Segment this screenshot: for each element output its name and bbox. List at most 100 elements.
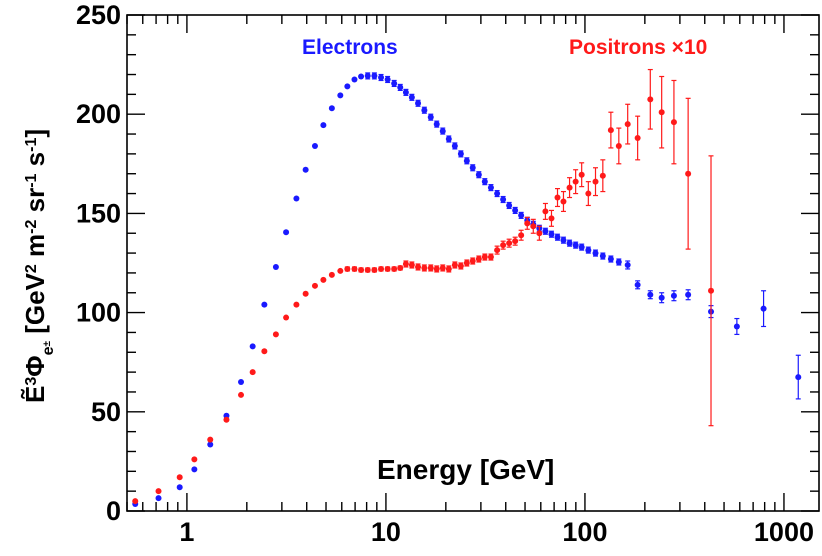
- data-point: [358, 73, 365, 80]
- y-axis-label: Ẽ3Φe± [GeV2 m-2 sr-1 s-1]: [20, 129, 57, 403]
- data-point: [176, 484, 183, 491]
- x-tick-label: 100: [562, 517, 607, 547]
- data-point: [624, 121, 631, 128]
- data-point: [320, 122, 327, 129]
- data-point: [384, 76, 391, 83]
- data-point: [658, 109, 665, 116]
- y-label-prefix: Ẽ: [20, 386, 50, 403]
- data-point: [351, 265, 358, 272]
- data-point: [670, 119, 677, 126]
- data-point: [415, 263, 422, 270]
- data-point: [283, 229, 290, 236]
- data-point: [238, 379, 245, 386]
- data-point: [592, 178, 599, 185]
- data-point: [615, 142, 622, 149]
- data-point: [634, 281, 641, 288]
- data-point: [475, 171, 482, 178]
- data-point: [572, 242, 579, 249]
- data-point: [378, 265, 385, 272]
- data-point: [469, 164, 476, 171]
- data-point: [445, 136, 452, 142]
- legend-positrons: Positrons ×10: [569, 36, 707, 59]
- legend-electrons: Electrons: [302, 36, 398, 59]
- data-point: [176, 474, 183, 481]
- data-point: [344, 265, 351, 272]
- data-point: [402, 260, 409, 267]
- data-point: [238, 391, 245, 398]
- data-point: [512, 207, 519, 214]
- y-label-symbol: Φ: [20, 355, 50, 376]
- data-point: [506, 240, 513, 247]
- data-point: [402, 89, 409, 96]
- data-point: [518, 212, 525, 219]
- data-point: [272, 331, 279, 338]
- data-point: [427, 114, 434, 121]
- y-tick-label: 250: [76, 0, 121, 30]
- data-point: [566, 240, 573, 247]
- data-point: [132, 498, 139, 505]
- data-point: [293, 301, 300, 308]
- data-point: [397, 264, 404, 271]
- data-point: [560, 198, 567, 205]
- data-point: [487, 184, 494, 191]
- data-point: [647, 96, 654, 103]
- data-point: [481, 254, 488, 261]
- data-point: [572, 178, 579, 185]
- data-point: [421, 264, 428, 271]
- data-point: [337, 267, 344, 274]
- data-point: [207, 441, 214, 448]
- data-point: [463, 260, 470, 266]
- data-point: [599, 253, 606, 260]
- data-point: [592, 250, 599, 257]
- y-label-units-close: ]: [20, 129, 50, 138]
- data-point: [249, 369, 256, 376]
- data-point: [439, 264, 446, 271]
- data-point: [536, 230, 543, 237]
- data-point: [500, 242, 507, 249]
- data-point: [624, 261, 631, 268]
- data-point: [427, 264, 434, 271]
- data-point: [311, 282, 318, 289]
- data-point: [463, 157, 470, 164]
- data-point: [283, 314, 290, 321]
- data-point: [261, 301, 268, 308]
- data-point: [607, 127, 614, 134]
- y-label-units-pow2: -2: [23, 220, 40, 234]
- data-point: [708, 287, 715, 294]
- data-point: [647, 291, 654, 298]
- data-point: [415, 100, 422, 107]
- data-point: [384, 265, 391, 272]
- x-tick-label: 1: [179, 517, 194, 547]
- data-point: [560, 237, 567, 244]
- data-point: [554, 194, 561, 201]
- y-label-units-pow1: 2: [23, 264, 40, 273]
- data-series: [132, 68, 802, 508]
- data-point: [155, 495, 162, 502]
- data-point: [578, 244, 585, 251]
- x-axis-label: Energy [GeV]: [377, 454, 554, 485]
- data-point: [378, 74, 385, 81]
- data-point: [344, 83, 351, 90]
- y-tick-label: 0: [106, 496, 121, 526]
- axis-ticks: [126, 14, 819, 512]
- data-point: [615, 259, 622, 266]
- data-point: [311, 142, 318, 149]
- y-tick-label: 100: [76, 298, 121, 328]
- data-point: [542, 208, 549, 215]
- data-point: [391, 80, 398, 87]
- data-point: [223, 416, 230, 423]
- data-point: [685, 170, 692, 177]
- y-tick-label: 50: [91, 397, 121, 427]
- x-tick-label: 1000: [754, 517, 814, 547]
- data-point: [351, 76, 358, 83]
- y-label-subsubscript: ±: [42, 341, 53, 347]
- data-point: [451, 261, 458, 268]
- plot-frame: [126, 14, 820, 512]
- data-point: [421, 107, 428, 114]
- data-point: [554, 234, 561, 241]
- data-point: [328, 105, 335, 112]
- series-electrons: [132, 72, 802, 508]
- y-label-units-open: [GeV: [20, 272, 50, 341]
- data-point: [457, 262, 464, 269]
